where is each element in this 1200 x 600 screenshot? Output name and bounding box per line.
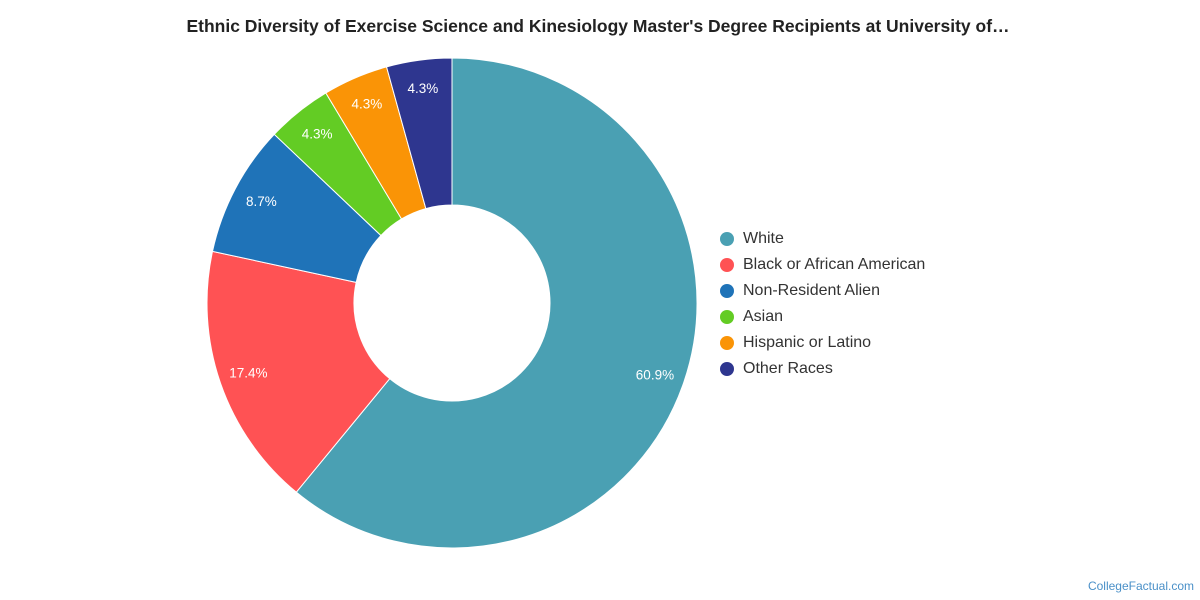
data-label-other-races: 4.3% <box>408 81 439 96</box>
legend-item-white[interactable]: White <box>720 226 925 252</box>
legend-label: Black or African American <box>743 256 926 273</box>
slice-black-or-african-american[interactable] <box>206 250 391 493</box>
watermark-link[interactable]: CollegeFactual.com <box>1087 579 1194 593</box>
data-label-non-resident-alien: 8.7% <box>246 194 277 209</box>
legend-item-hispanic-or-latino[interactable]: Hispanic or Latino <box>720 330 925 356</box>
data-label-white: 60.9% <box>636 367 674 382</box>
legend-label: Other Races <box>743 360 833 377</box>
legend-item-asian[interactable]: Asian <box>720 304 925 330</box>
legend-swatch <box>720 336 734 350</box>
slice-other-races[interactable] <box>385 57 453 210</box>
slice-white[interactable] <box>295 57 698 549</box>
legend-label: Non-Resident Alien <box>743 282 880 299</box>
legend-swatch <box>720 258 734 272</box>
chart-legend: White Black or African American Non-Reside… <box>720 226 925 382</box>
donut-chart: 60.9% 17.4% 8.7% 4.3% 4.3% 4.3% <box>206 57 698 549</box>
data-label-black-or-african-american: 17.4% <box>229 365 267 380</box>
legend-swatch <box>720 362 734 376</box>
legend-swatch <box>720 284 734 298</box>
legend-item-black-or-african-american[interactable]: Black or African American <box>720 252 925 278</box>
chart-title: Ethnic Diversity of Exercise Science and… <box>186 16 1010 36</box>
data-label-asian: 4.3% <box>302 126 333 141</box>
legend-item-non-resident-alien[interactable]: Non-Resident Alien <box>720 278 925 304</box>
legend-swatch <box>720 232 734 246</box>
legend-label: Asian <box>743 308 784 325</box>
data-label-hispanic-or-latino: 4.3% <box>352 96 383 111</box>
legend-label: Hispanic or Latino <box>743 334 872 351</box>
legend-item-other-races[interactable]: Other Races <box>720 356 925 382</box>
legend-swatch <box>720 310 734 324</box>
legend-label: White <box>743 230 784 247</box>
